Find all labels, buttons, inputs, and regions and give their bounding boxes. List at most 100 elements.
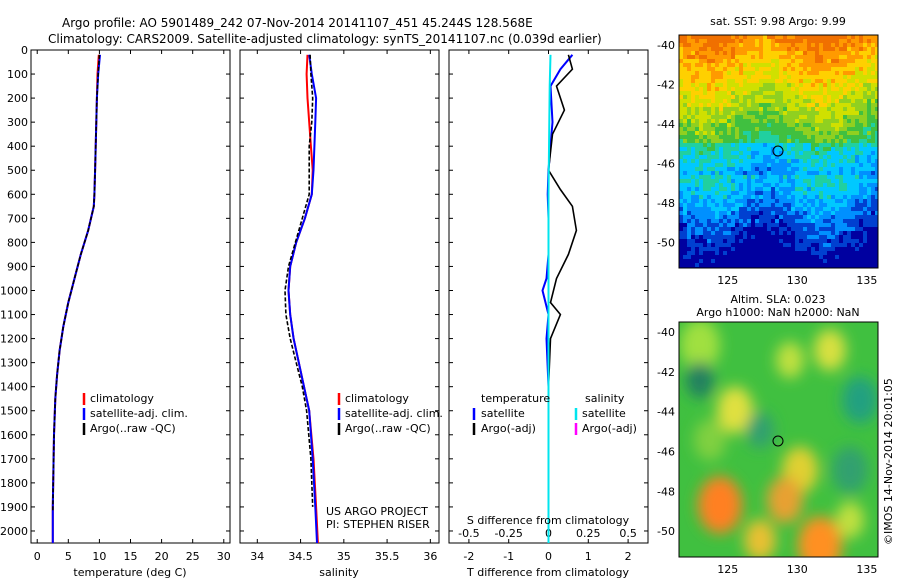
map-y-tick-label: -40 xyxy=(657,326,675,339)
sla-heatmap xyxy=(679,322,878,557)
map-y-tick-label: -46 xyxy=(657,157,675,170)
map-x-tick-label: 135 xyxy=(856,563,877,576)
salinity-axes xyxy=(239,49,440,544)
map-y-tick-label: -48 xyxy=(657,197,675,210)
y-tick-label: 200 xyxy=(7,92,28,105)
sla-map-title: Altim. SLA: 0.023 xyxy=(730,293,825,306)
temperature-legend: climatology satellite-adj. clim. Argo(..… xyxy=(82,392,188,435)
map-y-tick-label: -40 xyxy=(657,39,675,52)
y-tick-label: 1700 xyxy=(0,453,28,466)
x-tick-label: 15 xyxy=(124,550,138,563)
legend-argo: Argo(..raw -QC) xyxy=(345,422,431,435)
y-tick-label: 300 xyxy=(7,116,28,129)
y-tick-label: 0 xyxy=(21,44,28,57)
legend-t-argo: Argo(-adj) xyxy=(481,422,536,435)
legend-argo: Argo(..raw -QC) xyxy=(90,422,176,435)
y-tick-label: 800 xyxy=(7,236,28,249)
series-line-argo-raw-qc- xyxy=(52,54,101,512)
series-line-argo-raw-qc- xyxy=(284,54,314,507)
x-tick-label: 1 xyxy=(585,550,592,563)
x2-tick-label: -0.5 xyxy=(458,527,479,540)
legend-satellite: satellite-adj. clim. xyxy=(90,407,188,420)
map-y-tick-label: -42 xyxy=(657,366,675,379)
map-y-tick-label: -48 xyxy=(657,485,675,498)
title-line-2: Climatology: CARS2009. Satellite-adjuste… xyxy=(48,32,602,46)
series-line-salinity-satellite xyxy=(547,54,552,543)
x-tick-label: 25 xyxy=(186,550,200,563)
legend-climatology: climatology xyxy=(345,392,409,405)
x-tick-label: -2 xyxy=(463,550,474,563)
sla-argo-marker xyxy=(772,435,784,447)
x-tick-label: -1 xyxy=(503,550,514,563)
sst-heatmap xyxy=(679,35,878,268)
legend-climatology: climatology xyxy=(90,392,154,405)
y-tick-label: 1600 xyxy=(0,429,28,442)
y-tick-label: 1500 xyxy=(0,405,28,418)
x-tick-label: 0 xyxy=(34,550,41,563)
x-tick-label: 5 xyxy=(65,550,72,563)
x-tick-label: 35 xyxy=(337,550,351,563)
x-tick-label: 2 xyxy=(625,550,632,563)
annotation-project: US ARGO PROJECT xyxy=(326,505,428,518)
y-tick-label: 500 xyxy=(7,164,28,177)
x2-tick-label: -0.25 xyxy=(494,527,522,540)
annotation-pi: PI: STEPHEN RISER xyxy=(326,518,430,531)
y-tick-label: 1000 xyxy=(0,284,28,297)
x2-tick-label: 0.25 xyxy=(576,527,601,540)
map-x-tick-label: 125 xyxy=(717,274,738,287)
title-line-1: Argo profile: AO 5901489_242 07-Nov-2014… xyxy=(62,16,533,30)
map-y-tick-label: -50 xyxy=(657,525,675,538)
x-tick-label: 34 xyxy=(250,550,264,563)
temperature-lines xyxy=(51,54,101,543)
map-y-tick-label: -46 xyxy=(657,445,675,458)
y-tick-label: 100 xyxy=(7,68,28,81)
sst-map-title: sat. SST: 9.98 Argo: 9.99 xyxy=(710,15,846,28)
t-difference-xlabel: T difference from climatology xyxy=(466,566,629,579)
map-x-tick-label: 125 xyxy=(717,563,738,576)
salinity-xlabel: salinity xyxy=(319,566,359,579)
y-tick-label: 1200 xyxy=(0,333,28,346)
y-tick-label: 400 xyxy=(7,140,28,153)
y-tick-label: 700 xyxy=(7,212,28,225)
legend-satellite: satellite-adj. clim. xyxy=(345,407,443,420)
temperature-xlabel: temperature (deg C) xyxy=(73,566,186,579)
s-difference-label: S difference from climatology xyxy=(467,514,630,527)
y-tick-label: 1300 xyxy=(0,357,28,370)
legend-salinity-title: salinity xyxy=(585,392,625,405)
map-y-tick-label: -42 xyxy=(657,78,675,91)
map-x-tick-label: 130 xyxy=(787,274,808,287)
y-tick-label: 1800 xyxy=(0,477,28,490)
legend-s-argo: Argo(-adj) xyxy=(582,422,637,435)
y-tick-label: 1400 xyxy=(0,381,28,394)
y-tick-label: 900 xyxy=(7,260,28,273)
sst-map-frame xyxy=(678,34,879,269)
sla-map-frame xyxy=(678,321,879,558)
legend-t-satellite: satellite xyxy=(481,407,525,420)
x-tick-label: 35.5 xyxy=(375,550,400,563)
map-y-tick-label: -44 xyxy=(657,406,675,419)
map-x-tick-label: 130 xyxy=(787,563,808,576)
temperature-axes xyxy=(30,49,231,544)
sst-argo-marker xyxy=(772,145,784,157)
x-tick-label: 10 xyxy=(92,550,106,563)
map-x-tick-label: 135 xyxy=(856,274,877,287)
legend-s-satellite: satellite xyxy=(582,407,626,420)
x-tick-label: 34.5 xyxy=(288,550,313,563)
x-tick-label: 0 xyxy=(545,550,552,563)
sla-map-subtitle: Argo h1000: NaN h2000: NaN xyxy=(696,306,859,319)
map-y-tick-label: -44 xyxy=(657,118,675,131)
map-y-tick-label: -50 xyxy=(657,236,675,249)
y-tick-label: 2000 xyxy=(0,525,28,538)
difference-legend: temperature salinity satellite Argo(-adj… xyxy=(472,392,637,435)
x-tick-label: 36 xyxy=(423,550,437,563)
series-line-satellite-adj-clim- xyxy=(287,54,318,543)
y-tick-label: 1100 xyxy=(0,309,28,322)
y-tick-label: 600 xyxy=(7,188,28,201)
difference-lines xyxy=(541,54,578,543)
y-tick-label: 1900 xyxy=(0,501,28,514)
imos-stamp: ©IMOS 14-Nov-2014 20:01:05 xyxy=(882,378,895,545)
x-tick-label: 20 xyxy=(155,550,169,563)
legend-temperature-title: temperature xyxy=(481,392,550,405)
salinity-lines xyxy=(284,54,319,543)
